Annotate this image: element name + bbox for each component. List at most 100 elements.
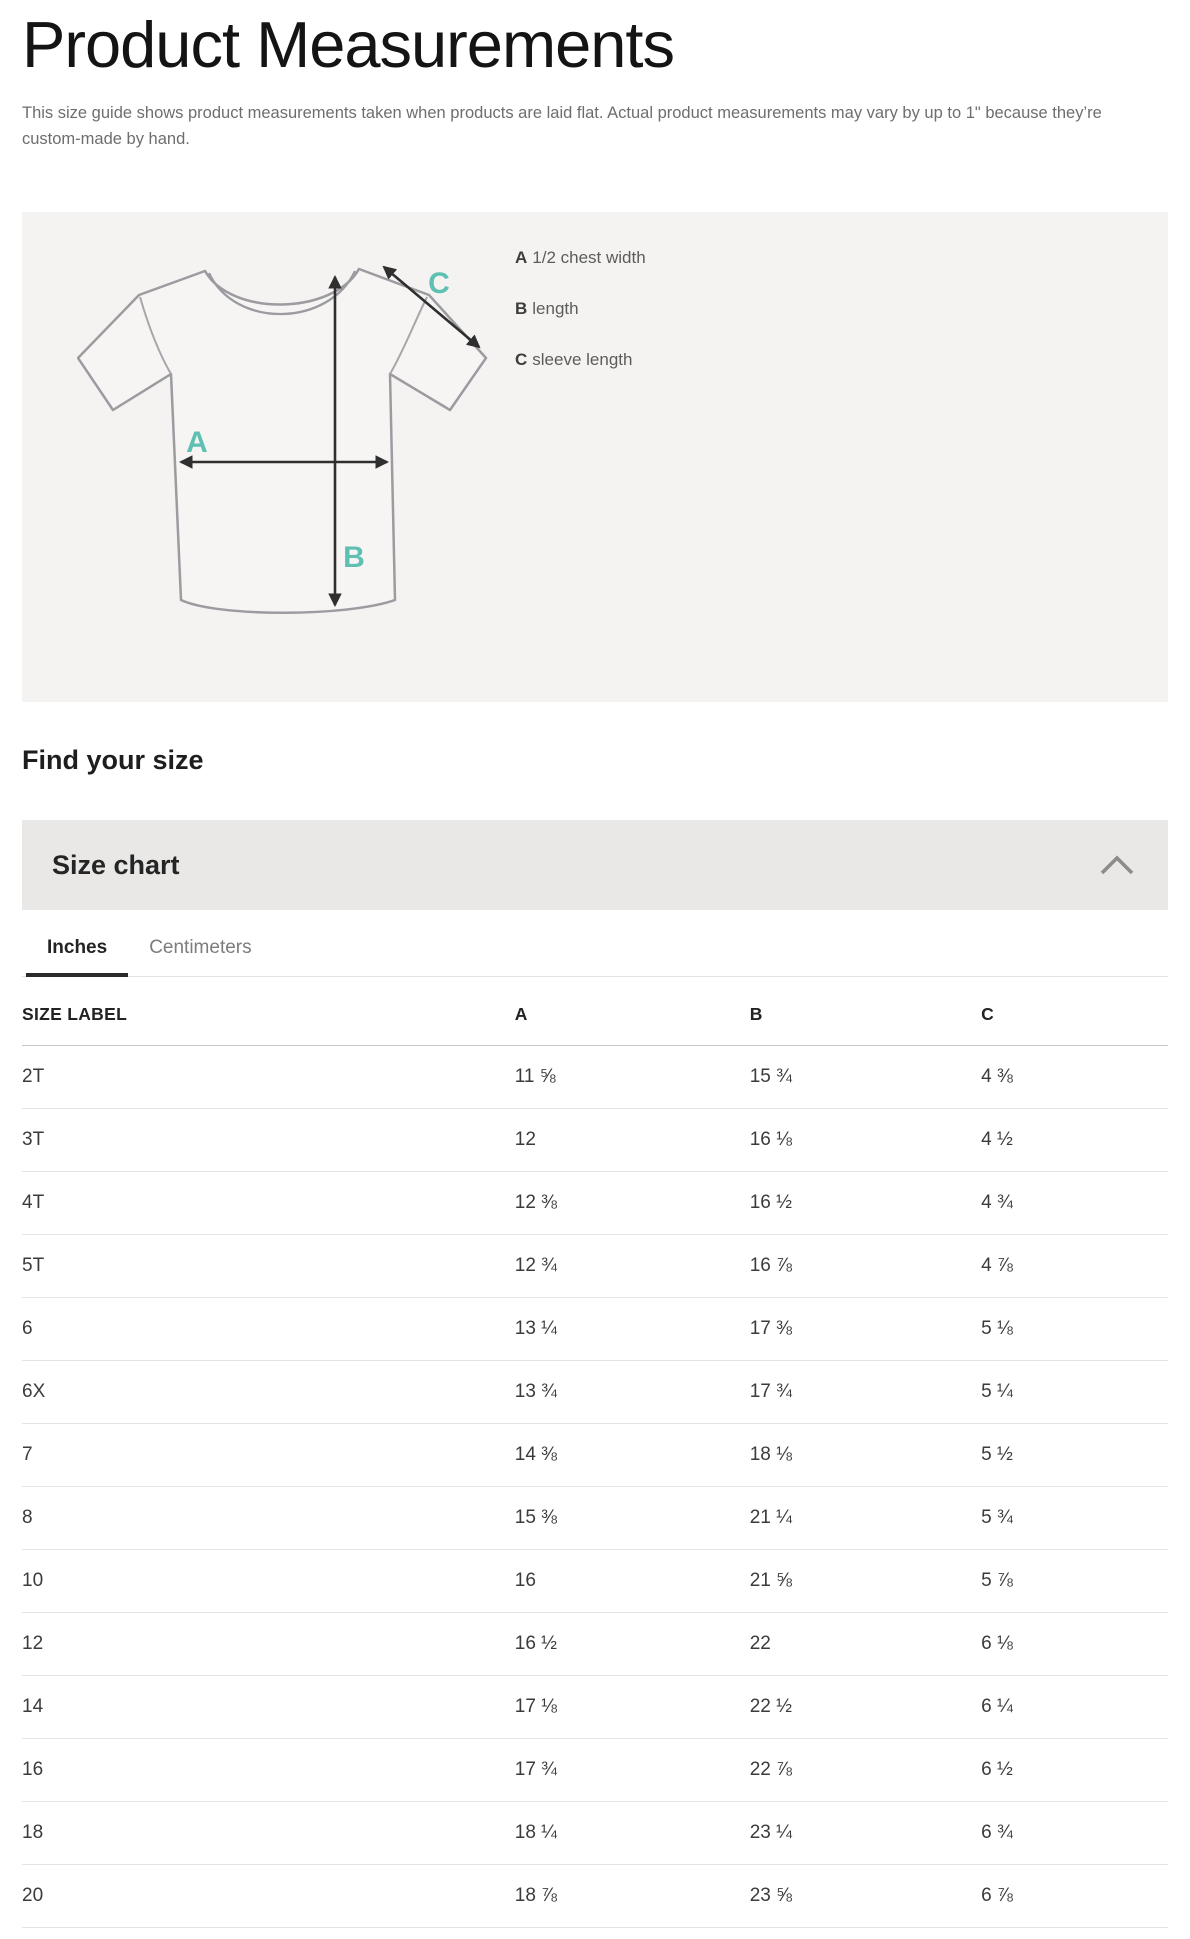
measurement-b-cell: 18 ⅛ (749, 1423, 982, 1487)
chevron-up-icon (1100, 855, 1134, 875)
table-row: 3T 12 16 ⅛ 4 ½ (22, 1108, 1168, 1172)
marker-a-label: A (186, 426, 208, 459)
measurement-a-cell: 14 ⅜ (514, 1423, 750, 1487)
size-label-cell: 4T (22, 1171, 515, 1235)
size-label-cell: 5T (22, 1234, 515, 1298)
measurement-a-cell: 16 ½ (514, 1612, 750, 1676)
measurement-b-cell: 22 ⅞ (749, 1738, 982, 1802)
measurement-c-cell: 4 ½ (981, 1108, 1168, 1172)
column-header-b: B (749, 977, 982, 1046)
table-row: 14 17 ⅛ 22 ½ 6 ¼ (22, 1675, 1168, 1739)
measurement-a-cell: 18 ¼ (514, 1801, 750, 1865)
table-row: 12 16 ½ 22 6 ⅛ (22, 1612, 1168, 1676)
measurement-b-cell: 21 ¼ (749, 1486, 982, 1550)
tab-centimeters[interactable]: Centimeters (149, 937, 252, 958)
legend-key-a: A (515, 248, 528, 267)
size-label-cell: 7 (22, 1423, 515, 1487)
table-row: 2T 11 ⅝ 15 ¾ 4 ⅜ (22, 1045, 1168, 1109)
table-row: 6X 13 ¾ 17 ¾ 5 ¼ (22, 1360, 1168, 1424)
measurement-c-cell: 5 ¾ (981, 1486, 1168, 1550)
measurement-c-cell: 6 ⅞ (981, 1864, 1168, 1928)
measurement-c-cell: 5 ⅛ (981, 1297, 1168, 1361)
size-label-cell: 20 (22, 1864, 515, 1928)
measurement-b-cell: 16 ½ (749, 1171, 982, 1235)
tshirt-diagram-icon: A B C (76, 254, 489, 659)
measurement-b-cell: 17 ⅜ (749, 1297, 982, 1361)
find-your-size-heading: Find your size (22, 745, 204, 775)
measurement-b-cell: 16 ⅞ (749, 1234, 982, 1298)
table-row: 16 17 ¾ 22 ⅞ 6 ½ (22, 1738, 1168, 1802)
measurement-a-cell: 18 ⅞ (514, 1864, 750, 1928)
table-row: 20 18 ⅞ 23 ⅝ 6 ⅞ (22, 1864, 1168, 1928)
legend-label-c: sleeve length (532, 350, 633, 369)
page-title: Product Measurements (22, 8, 675, 81)
measurement-a-cell: 13 ¼ (514, 1297, 750, 1361)
size-label-cell: 16 (22, 1738, 515, 1802)
measurement-a-cell: 16 (514, 1549, 750, 1613)
measurement-a-cell: 17 ¾ (514, 1738, 750, 1802)
measurement-b-cell: 17 ¾ (749, 1360, 982, 1424)
table-row: 6 13 ¼ 17 ⅜ 5 ⅛ (22, 1297, 1168, 1361)
unit-tabs: Inches Centimeters (22, 922, 1168, 977)
measurement-c-cell: 6 ⅛ (981, 1612, 1168, 1676)
measurement-c-cell: 5 ⅞ (981, 1549, 1168, 1613)
column-header-c: C (981, 977, 1168, 1046)
measurement-b-cell: 21 ⅝ (749, 1549, 982, 1613)
measurement-b-cell: 22 ½ (749, 1675, 982, 1739)
table-row: 7 14 ⅜ 18 ⅛ 5 ½ (22, 1423, 1168, 1487)
legend-label-a: 1/2 chest width (532, 248, 646, 267)
legend-key-b: B (515, 299, 528, 318)
measurement-b-cell: 23 ¼ (749, 1801, 982, 1865)
size-label-cell: 8 (22, 1486, 515, 1550)
size-label-cell: 6X (22, 1360, 515, 1424)
size-label-cell: 10 (22, 1549, 515, 1613)
legend-item-chest-width: A 1/2 chest width (515, 248, 646, 268)
marker-c-label: C (428, 267, 450, 300)
table-row: 4T 12 ⅜ 16 ½ 4 ¾ (22, 1171, 1168, 1235)
measurement-c-cell: 5 ½ (981, 1423, 1168, 1487)
measurement-c-cell: 6 ½ (981, 1738, 1168, 1802)
measurement-c-cell: 5 ¼ (981, 1360, 1168, 1424)
size-chart-title: Size chart (52, 849, 180, 880)
measurement-b-cell: 16 ⅛ (749, 1108, 982, 1172)
measurement-a-cell: 12 ¾ (514, 1234, 750, 1298)
size-table-body: 2T 11 ⅝ 15 ¾ 4 ⅜ 3T 12 16 ⅛ 4 ½ 4T 12 ⅜ … (22, 1045, 1168, 1928)
size-label-cell: 18 (22, 1801, 515, 1865)
legend-key-c: C (515, 350, 528, 369)
measurement-a-cell: 17 ⅛ (514, 1675, 750, 1739)
measurement-c-cell: 6 ¾ (981, 1801, 1168, 1865)
size-label-cell: 2T (22, 1045, 515, 1109)
measurement-b-cell: 23 ⅝ (749, 1864, 982, 1928)
measurement-a-cell: 15 ⅜ (514, 1486, 750, 1550)
measurement-c-cell: 4 ⅜ (981, 1045, 1168, 1109)
measurement-a-cell: 11 ⅝ (514, 1045, 750, 1109)
size-chart-table: SIZE LABEL A B C 2T 11 ⅝ 15 ¾ 4 ⅜ 3T 12 … (22, 977, 1168, 1928)
column-header-a: A (514, 977, 750, 1046)
size-label-cell: 14 (22, 1675, 515, 1739)
size-label-cell: 6 (22, 1297, 515, 1361)
measurement-b-cell: 15 ¾ (749, 1045, 982, 1109)
measurement-a-cell: 12 (514, 1108, 750, 1172)
table-header-row: SIZE LABEL A B C (22, 977, 1168, 1046)
table-row: 18 18 ¼ 23 ¼ 6 ¾ (22, 1801, 1168, 1865)
measurement-c-cell: 4 ⅞ (981, 1234, 1168, 1298)
tab-inches[interactable]: Inches (26, 922, 129, 977)
measurement-a-cell: 12 ⅜ (514, 1171, 750, 1235)
legend-label-b: length (532, 299, 579, 318)
marker-b-label: B (343, 541, 365, 574)
size-chart-accordion-toggle[interactable]: Size chart (22, 820, 1168, 910)
measurement-a-cell: 13 ¾ (514, 1360, 750, 1424)
size-label-cell: 12 (22, 1612, 515, 1676)
table-row: 8 15 ⅜ 21 ¼ 5 ¾ (22, 1486, 1168, 1550)
column-header-size-label: SIZE LABEL (22, 977, 515, 1046)
measurement-c-cell: 4 ¾ (981, 1171, 1168, 1235)
table-row: 10 16 21 ⅝ 5 ⅞ (22, 1549, 1168, 1613)
measurement-c-cell: 6 ¼ (981, 1675, 1168, 1739)
table-row: 5T 12 ¾ 16 ⅞ 4 ⅞ (22, 1234, 1168, 1298)
measurement-b-cell: 22 (749, 1612, 982, 1676)
